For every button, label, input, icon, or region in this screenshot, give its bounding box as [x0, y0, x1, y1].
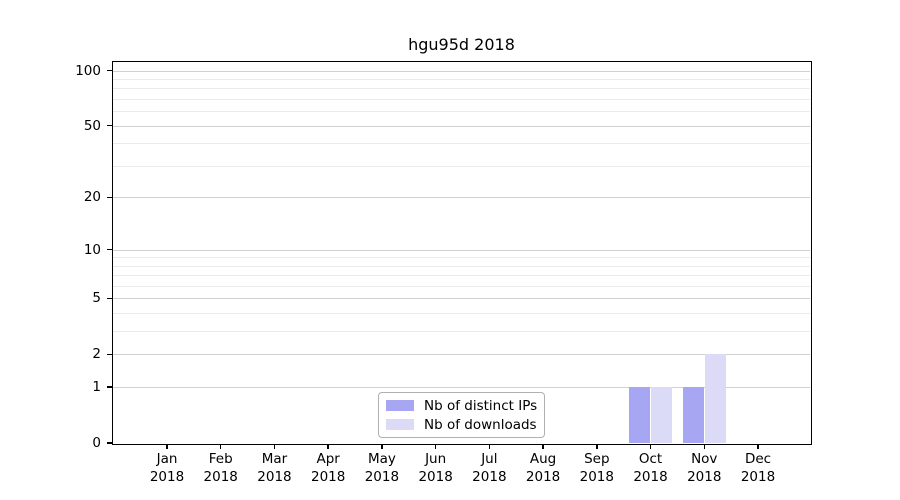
y-tick-label: 0 — [92, 435, 101, 451]
x-tick — [542, 444, 544, 449]
y-tick — [107, 353, 112, 356]
x-tick-year: 2018 — [310, 468, 346, 485]
bar-downloads — [651, 387, 673, 443]
y-tick-label: 50 — [83, 117, 101, 134]
y-tick-label: 10 — [83, 241, 101, 258]
gridline-major — [113, 298, 810, 300]
chart-title: hgu95d 2018 — [408, 35, 515, 54]
y-tick-label: 1 — [92, 379, 101, 396]
legend-item-distinct-ips: Nb of distinct IPs — [386, 398, 537, 414]
x-tick-label: May 2018 — [339, 451, 425, 486]
x-tick-label: Aug 2018 — [500, 451, 586, 486]
x-tick-label: Sep 2018 — [554, 451, 640, 486]
y-tick — [107, 196, 112, 199]
x-tick-year: 2018 — [579, 468, 614, 485]
bar-distinct-ips — [682, 387, 704, 443]
x-tick-label: Jun 2018 — [393, 451, 479, 486]
gridline-minor — [113, 143, 810, 145]
x-tick — [596, 444, 598, 449]
x-tick-month: Aug — [529, 451, 557, 467]
y-tick — [107, 297, 112, 300]
gridline-minor — [113, 79, 810, 80]
x-tick-label: Jul 2018 — [446, 451, 532, 486]
legend-swatch-downloads-icon — [386, 419, 414, 430]
x-tick — [327, 444, 329, 449]
x-tick-month: Nov — [691, 451, 718, 467]
gridline-minor — [113, 99, 810, 101]
x-tick-month: Oct — [638, 451, 663, 467]
x-tick-month: Mar — [261, 451, 288, 467]
bar-distinct-ips — [629, 387, 651, 443]
x-tick — [434, 444, 437, 449]
x-tick-label: Oct 2018 — [608, 451, 694, 486]
x-tick-label: Dec 2018 — [715, 451, 801, 486]
legend-item-downloads: Nb of downloads — [386, 417, 537, 433]
x-tick-year: 2018 — [687, 468, 722, 485]
bar-downloads — [704, 354, 726, 443]
x-tick-year: 2018 — [740, 468, 776, 485]
gridline-minor — [113, 257, 810, 259]
y-tick — [107, 386, 112, 388]
y-tick-label: 20 — [83, 189, 101, 206]
gridline-major — [113, 70, 810, 72]
gridline-minor — [113, 265, 810, 267]
x-tick — [649, 444, 652, 449]
gridline-minor — [113, 88, 810, 90]
gridline-major — [113, 387, 810, 389]
x-tick — [703, 444, 706, 449]
gridline-minor — [113, 165, 810, 167]
x-tick-year: 2018 — [633, 468, 668, 485]
x-tick-month: Apr — [316, 451, 340, 467]
y-tick — [107, 69, 112, 72]
x-tick-month: Feb — [208, 451, 233, 467]
y-tick — [107, 248, 112, 251]
x-tick-year: 2018 — [418, 468, 453, 485]
x-tick — [381, 444, 383, 449]
y-tick-label: 5 — [92, 290, 101, 307]
legend: Nb of distinct IPs Nb of downloads — [378, 392, 545, 438]
gridline-minor — [113, 111, 810, 113]
x-tick-month: Jun — [425, 451, 447, 467]
x-tick-label: Jan 2018 — [124, 451, 210, 486]
y-tick-label: 2 — [92, 346, 101, 363]
legend-label-distinct-ips: Nb of distinct IPs — [424, 397, 538, 414]
x-tick-label: Feb 2018 — [178, 451, 264, 486]
gridline-major — [113, 249, 810, 251]
x-tick — [166, 444, 168, 449]
gridline-minor — [113, 313, 810, 315]
x-tick — [273, 444, 276, 449]
x-tick — [757, 444, 759, 449]
y-tick — [107, 124, 112, 127]
x-tick-year: 2018 — [203, 468, 238, 485]
x-tick-year: 2018 — [472, 468, 507, 485]
x-tick-month: Dec — [744, 451, 772, 467]
x-tick-label: Nov 2018 — [661, 451, 747, 486]
gridline-minor — [113, 285, 810, 287]
x-tick-label: Apr 2018 — [285, 451, 371, 486]
gridline-minor — [113, 275, 810, 277]
x-tick-year: 2018 — [149, 468, 185, 485]
x-tick-year: 2018 — [257, 468, 292, 485]
y-tick-label: 100 — [75, 62, 101, 79]
legend-swatch-distinct-ips-icon — [386, 400, 414, 411]
x-tick-month: Jul — [481, 451, 498, 467]
gridline-major — [113, 125, 810, 127]
x-tick — [488, 444, 491, 449]
legend-label-downloads: Nb of downloads — [424, 416, 537, 433]
x-tick-label: Mar 2018 — [231, 451, 317, 486]
gridline-major — [113, 354, 810, 356]
gridline-major — [113, 197, 810, 199]
gridline-minor — [113, 331, 810, 333]
y-tick — [107, 442, 112, 444]
x-tick-year: 2018 — [525, 468, 561, 485]
x-tick — [219, 444, 222, 449]
x-tick-month: Sep — [584, 451, 610, 467]
x-tick-month: Jan — [156, 451, 178, 467]
x-tick-month: May — [367, 451, 396, 467]
x-tick-year: 2018 — [364, 468, 400, 485]
plot-area — [113, 62, 810, 443]
